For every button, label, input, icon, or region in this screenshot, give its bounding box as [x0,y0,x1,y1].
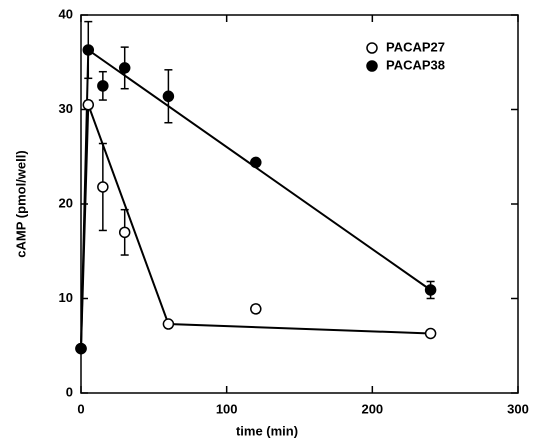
legend-marker [366,42,378,54]
legend-label: PACAP38 [386,57,445,72]
data-point [424,284,437,296]
data-point [118,226,131,239]
data-point [162,90,175,103]
x-tick-label: 200 [361,401,383,416]
x-tick-label: 300 [507,401,529,416]
y-tick-label: 10 [59,290,73,305]
data-point [97,181,109,193]
y-axis-label: cAMP (pmol/well) [13,150,28,257]
data-point [118,62,131,74]
y-tick-label: 40 [59,6,73,21]
plot-frame [80,14,519,394]
data-point [82,44,95,56]
data-point [424,327,437,340]
data-point [250,303,262,315]
y-tick-label: 30 [59,101,73,116]
data-point [75,342,87,355]
data-point [250,156,262,169]
y-tick-label: 20 [59,195,73,210]
data-point [82,99,95,111]
y-tick-label: 0 [66,384,73,399]
data-point [97,80,109,92]
data-point [162,318,175,330]
x-axis-label: time (min) [236,423,298,438]
x-tick-label: 100 [216,401,238,416]
legend-marker [366,60,378,72]
x-tick-label: 0 [77,401,84,416]
legend-label: PACAP27 [386,39,445,54]
